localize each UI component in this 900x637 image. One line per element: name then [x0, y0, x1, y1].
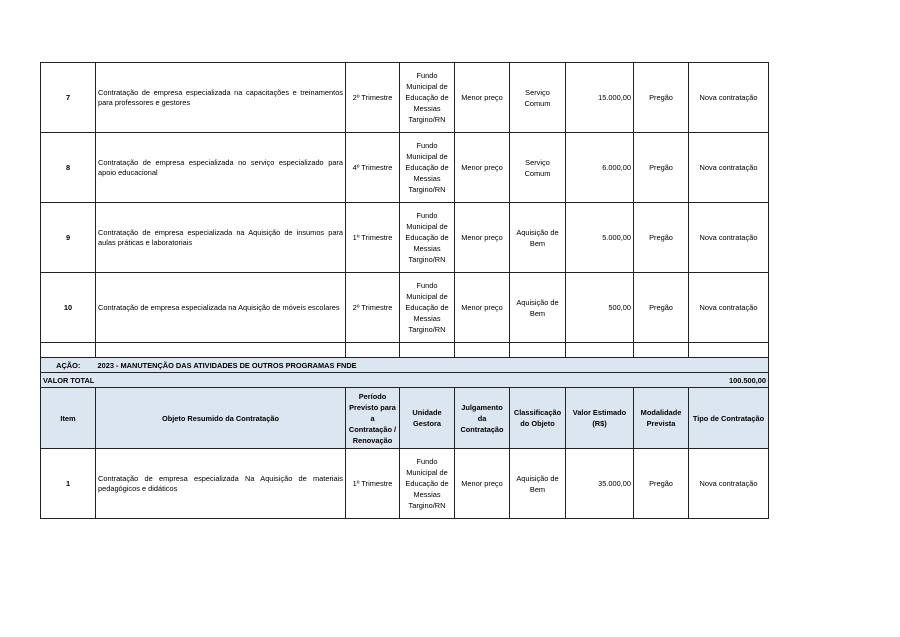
- cell-valor: 15.000,00: [565, 62, 634, 133]
- cell-modalidade: Pregão: [633, 62, 689, 133]
- cell-classificacao: Aquisição de Bem: [509, 272, 566, 343]
- cell-unidade: Fundo Municipal de Educação de Messias T…: [399, 132, 455, 203]
- empty-row: [40, 342, 769, 358]
- cell-valor: 5.000,00: [565, 202, 634, 273]
- cell-modalidade: Pregão: [633, 272, 689, 343]
- header-row: Item Objeto Resumido da Contratação Períod…: [40, 387, 769, 449]
- table-row: 8 Contratação de empresa especializada no…: [40, 132, 769, 203]
- cell-objeto: Contratação de empresa especializada na …: [95, 272, 346, 343]
- acao-label: AÇÃO:: [40, 357, 96, 373]
- cell-objeto: Contratação de empresa especializada na …: [95, 62, 346, 133]
- header-modalidade: Modalidade Prevista: [633, 387, 689, 449]
- cell-julgamento: Menor preço: [454, 448, 510, 519]
- header-unidade: Unidade Gestora: [399, 387, 455, 449]
- cell-tipo: Nova contratação: [688, 62, 769, 133]
- cell-classificacao: Aquisição de Bem: [509, 202, 566, 273]
- cell-tipo: Nova contratação: [688, 202, 769, 273]
- cell-unidade: Fundo Municipal de Educação de Messias T…: [399, 448, 455, 519]
- cell-periodo: 4º Trimestre: [345, 132, 400, 203]
- valor-total-value: 100.500,00: [454, 372, 769, 388]
- cell-item: 1: [40, 448, 96, 519]
- cell-tipo: Nova contratação: [688, 272, 769, 343]
- acao-value: 2023 - MANUTENÇÃO DAS ATIVIDADES DE OUTR…: [95, 357, 769, 373]
- table-row: 10 Contratação de empresa especializada n…: [40, 272, 769, 343]
- cell-tipo: Nova contratação: [688, 132, 769, 203]
- cell-modalidade: Pregão: [633, 202, 689, 273]
- valor-total-label: VALOR TOTAL: [40, 372, 455, 388]
- cell-item: 10: [40, 272, 96, 343]
- cell-periodo: 1º Trimestre: [345, 202, 400, 273]
- procurement-table: 7 Contratação de empresa especializada na…: [40, 62, 769, 519]
- cell-unidade: Fundo Municipal de Educação de Messias T…: [399, 202, 455, 273]
- cell-unidade: Fundo Municipal de Educação de Messias T…: [399, 62, 455, 133]
- cell-objeto: Contratação de empresa especializada no …: [95, 132, 346, 203]
- cell-julgamento: Menor preço: [454, 62, 510, 133]
- cell-classificacao: Serviço Comum: [509, 132, 566, 203]
- table-row: 7 Contratação de empresa especializada na…: [40, 62, 769, 133]
- cell-objeto: Contratação de empresa especializada na …: [95, 202, 346, 273]
- cell-valor: 500,00: [565, 272, 634, 343]
- header-objeto: Objeto Resumido da Contratação: [95, 387, 346, 449]
- header-classificacao: Classificação do Objeto: [509, 387, 566, 449]
- valor-total-row: VALOR TOTAL 100.500,00: [40, 372, 769, 388]
- cell-julgamento: Menor preço: [454, 272, 510, 343]
- cell-valor: 6.000,00: [565, 132, 634, 203]
- cell-julgamento: Menor preço: [454, 202, 510, 273]
- header-julgamento: Julgamento da Contratação: [454, 387, 510, 449]
- cell-item: 7: [40, 62, 96, 133]
- acao-row: AÇÃO: 2023 - MANUTENÇÃO DAS ATIVIDADES D…: [40, 357, 769, 373]
- header-valor: Valor Estimado (R$): [565, 387, 634, 449]
- table-row: 1 Contratação de empresa especializada Na…: [40, 448, 769, 519]
- cell-periodo: 1º Trimestre: [345, 448, 400, 519]
- cell-modalidade: Pregão: [633, 448, 689, 519]
- cell-tipo: Nova contratação: [688, 448, 769, 519]
- cell-classificacao: Aquisição de Bem: [509, 448, 566, 519]
- header-tipo: Tipo de Contratação: [688, 387, 769, 449]
- cell-classificacao: Serviço Comum: [509, 62, 566, 133]
- cell-objeto: Contratação de empresa especializada Na …: [95, 448, 346, 519]
- cell-periodo: 2º Trimestre: [345, 272, 400, 343]
- table-row: 9 Contratação de empresa especializada na…: [40, 202, 769, 273]
- header-periodo: Período Previsto para a Contratação / Re…: [345, 387, 400, 449]
- cell-modalidade: Pregão: [633, 132, 689, 203]
- cell-item: 8: [40, 132, 96, 203]
- cell-unidade: Fundo Municipal de Educação de Messias T…: [399, 272, 455, 343]
- header-item: Item: [40, 387, 96, 449]
- cell-valor: 35.000,00: [565, 448, 634, 519]
- cell-periodo: 2º Trimestre: [345, 62, 400, 133]
- cell-item: 9: [40, 202, 96, 273]
- cell-julgamento: Menor preço: [454, 132, 510, 203]
